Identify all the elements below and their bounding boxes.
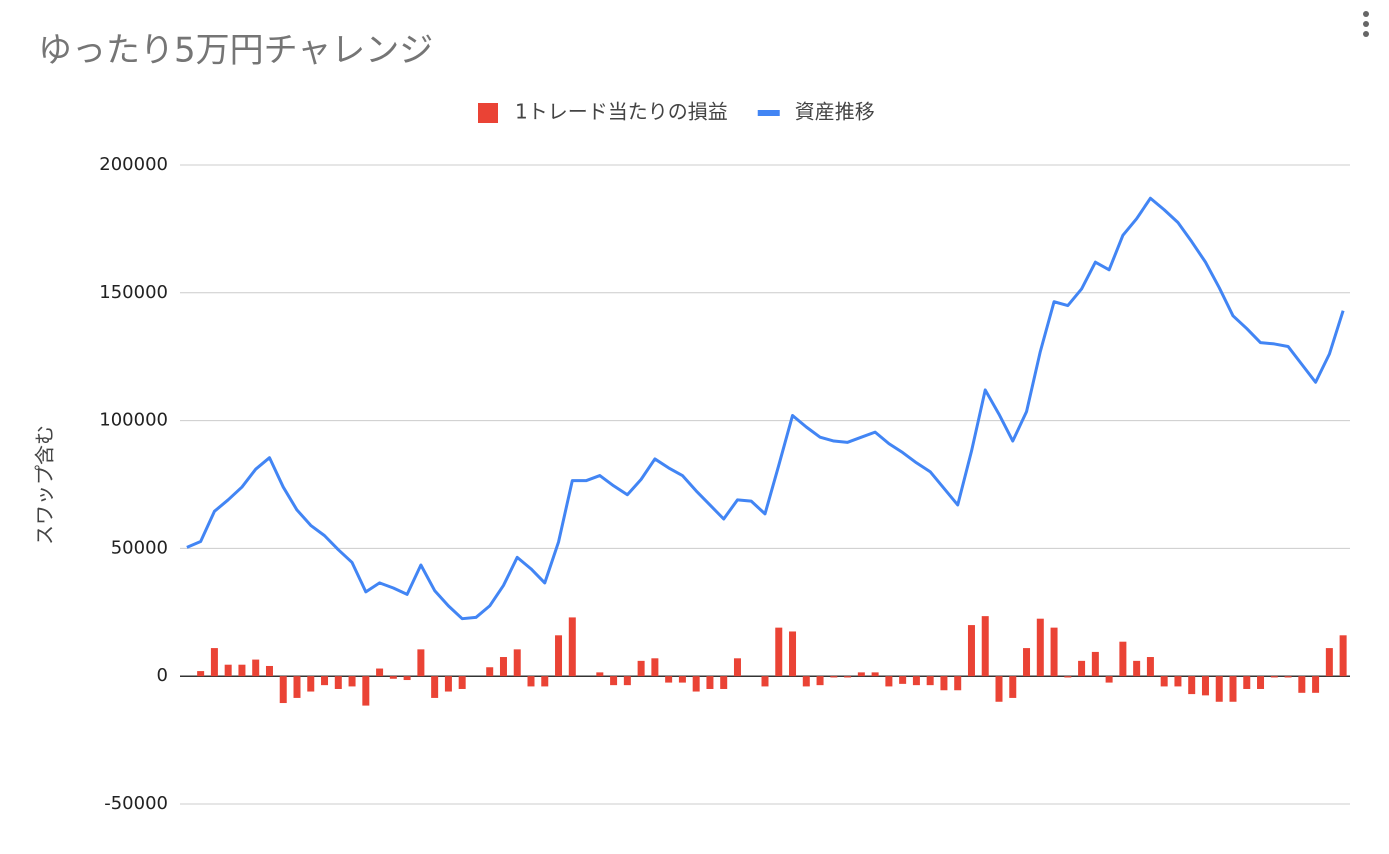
bar [789, 631, 797, 677]
bar [541, 676, 549, 687]
bar [252, 659, 260, 677]
bar [1325, 648, 1333, 677]
menu-dot[interactable] [1363, 31, 1369, 37]
bar [197, 671, 205, 677]
legend-label: 1トレード当たりの損益 [515, 100, 728, 124]
bar [775, 627, 783, 677]
bar [1243, 676, 1251, 689]
legend-swatch [757, 110, 780, 116]
bar [348, 676, 356, 687]
bar [637, 660, 645, 677]
bar [444, 676, 452, 692]
bar [1023, 648, 1031, 677]
bar [1091, 651, 1099, 677]
bar [1188, 676, 1196, 695]
bar [623, 676, 631, 686]
y-tick-label: 100000 [99, 410, 168, 431]
bar [265, 665, 273, 677]
bar [802, 676, 810, 687]
y-tick-label: -50000 [104, 793, 168, 814]
bar [431, 676, 439, 698]
bar [486, 667, 494, 677]
bar [981, 616, 989, 677]
bar [279, 676, 287, 704]
bar [1146, 657, 1154, 677]
chart-title: ゆったり5万円チャレンジ [38, 31, 433, 71]
bar [293, 676, 301, 698]
bar [403, 676, 411, 681]
bar [1064, 676, 1072, 678]
bar [733, 658, 741, 677]
bar [238, 664, 246, 677]
bar [651, 658, 659, 677]
bar [389, 676, 397, 679]
bar [940, 676, 948, 691]
legend-label: 資産推移 [795, 100, 875, 124]
bar [1339, 635, 1347, 677]
y-axis-title: スワップ含む [33, 425, 57, 545]
bar [816, 676, 824, 686]
bar [362, 676, 370, 706]
bar [376, 668, 384, 677]
bar [1160, 676, 1168, 687]
bar [926, 676, 934, 686]
bar [1050, 627, 1058, 677]
bar [1133, 660, 1141, 677]
bar [334, 676, 342, 689]
y-tick-label: 50000 [111, 537, 168, 558]
bar [1201, 676, 1209, 696]
bar [307, 676, 315, 692]
bar [210, 648, 218, 677]
bar [871, 672, 879, 677]
bar [885, 676, 893, 687]
bar [610, 676, 618, 686]
bar [1257, 676, 1265, 689]
bar [844, 676, 852, 678]
bar [761, 676, 769, 687]
bar [499, 657, 507, 677]
bar [1078, 660, 1086, 677]
bar [830, 676, 838, 678]
bar [706, 676, 714, 689]
bar [513, 649, 521, 677]
bar [995, 676, 1003, 702]
bar [720, 676, 728, 689]
y-tick-label: 150000 [99, 282, 168, 303]
y-tick-label: 0 [157, 665, 168, 686]
bar [1284, 676, 1292, 678]
bar [1215, 676, 1223, 702]
legend-swatch [478, 103, 498, 123]
bar [1270, 676, 1278, 678]
bar [967, 625, 975, 677]
bar [665, 676, 673, 683]
bar [596, 672, 604, 677]
bar [527, 676, 535, 687]
bar [678, 676, 686, 683]
bar [1312, 676, 1320, 693]
menu-dot[interactable] [1363, 11, 1369, 17]
bar [692, 676, 700, 692]
bar [1036, 618, 1044, 677]
bar [1229, 676, 1237, 702]
bar [1009, 676, 1017, 698]
bar [1174, 676, 1182, 687]
bar [417, 649, 425, 677]
bar [1298, 676, 1306, 693]
line [186, 196, 1345, 621]
menu-dot[interactable] [1363, 21, 1369, 27]
y-tick-label: 200000 [99, 154, 168, 175]
bar [1105, 676, 1113, 683]
bar [954, 676, 962, 691]
bar [568, 617, 576, 677]
bar [555, 635, 563, 677]
bar [224, 664, 232, 677]
bar [458, 676, 466, 689]
bar [912, 676, 920, 686]
bar [899, 676, 907, 684]
bar [857, 672, 865, 677]
bar [1119, 641, 1127, 677]
bar [321, 676, 329, 686]
